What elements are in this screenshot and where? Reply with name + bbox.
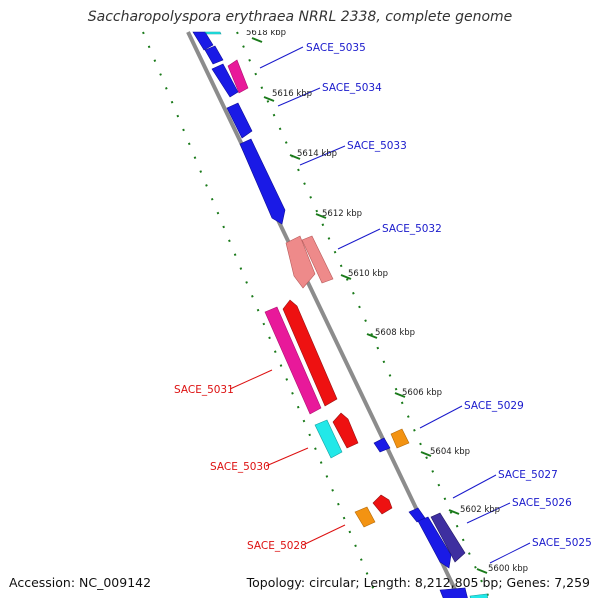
gene-feature-sace-5031-b[interactable] — [282, 299, 338, 407]
tick-label: 5618 kbp — [246, 28, 286, 38]
gene-feature-sace-5028[interactable] — [354, 506, 376, 528]
tick-mark — [420, 451, 432, 457]
gene-feature-sace-5026[interactable] — [430, 512, 466, 563]
topology-label: Topology: circular; Length: 8,212,805 bp… — [246, 575, 590, 590]
tick-label: 5606 kbp — [402, 388, 442, 398]
tick-mark — [366, 333, 378, 339]
tick-label: 5604 kbp — [430, 447, 470, 457]
leader-line — [302, 524, 346, 546]
tick-mark — [340, 274, 352, 280]
tick-mark — [251, 37, 263, 43]
gene-feature-sace-5031[interactable] — [264, 306, 322, 415]
tick-label: 5612 kbp — [322, 209, 362, 219]
leader-line — [277, 87, 321, 107]
leader-line — [419, 405, 463, 429]
gene-feature-cds-long[interactable] — [239, 138, 286, 225]
leader-line — [337, 228, 381, 250]
tick-mark — [476, 568, 488, 574]
gene-feature-cds[interactable] — [204, 45, 224, 65]
gene-label-sace-5025[interactable]: SACE_5025 — [532, 537, 592, 549]
gene-feature-cds[interactable] — [204, 31, 222, 35]
tick-mark — [315, 213, 327, 219]
gene-feature-sace-5025[interactable] — [417, 516, 452, 569]
gene-label-sace-5032[interactable]: SACE_5032 — [382, 223, 442, 235]
gene-feature-sace-5035[interactable] — [227, 59, 249, 94]
leader-line — [229, 369, 273, 390]
tick-label: 5602 kbp — [460, 505, 500, 515]
gene-label-sace-5029[interactable]: SACE_5029 — [464, 400, 524, 412]
tick-label: 5610 kbp — [348, 269, 388, 279]
tick-mark — [394, 392, 406, 398]
gene-label-sace-5026[interactable]: SACE_5026 — [512, 497, 572, 509]
gene-feature-cds[interactable] — [192, 31, 214, 51]
gene-label-sace-5031[interactable]: SACE_5031 — [174, 384, 234, 396]
gene-feature-cds[interactable] — [469, 593, 488, 600]
tick-mark — [289, 154, 301, 160]
tick-label: 5608 kbp — [375, 328, 415, 338]
gene-label-sace-5035[interactable]: SACE_5035 — [306, 42, 366, 54]
leader-line — [489, 542, 531, 564]
gene-feature-sace-5029[interactable] — [390, 428, 410, 449]
leader-line — [299, 145, 346, 166]
tick-label: 5614 kbp — [297, 149, 337, 159]
gene-feature-sace-5034[interactable] — [211, 63, 239, 98]
leader-line — [259, 46, 304, 69]
gene-label-sace-5027[interactable]: SACE_5027 — [498, 469, 558, 481]
leader-line — [265, 447, 309, 467]
genome-backbone — [186, 31, 462, 598]
outer-tick-rail — [142, 31, 379, 598]
tick-label: 5600 kbp — [488, 564, 528, 574]
gene-feature-sace-5028-b[interactable] — [372, 494, 393, 515]
gene-feature-sace-5033[interactable] — [226, 102, 253, 139]
gene-feature-sace-5030[interactable] — [314, 419, 343, 459]
gene-label-sace-5034[interactable]: SACE_5034 — [322, 82, 382, 94]
leader-line — [452, 474, 497, 499]
tick-mark — [448, 509, 460, 515]
gene-feature-sace-5030-b[interactable] — [332, 412, 359, 449]
gene-feature-cds[interactable] — [439, 587, 468, 600]
gene-feature-sace-5032[interactable] — [285, 235, 316, 289]
tick-mark — [263, 96, 275, 102]
tick-label: 5616 kbp — [272, 89, 312, 99]
accession-label: Accession: NC_009142 — [9, 575, 152, 590]
gene-feature-sace-5032-b[interactable] — [301, 235, 334, 284]
gene-label-sace-5028[interactable]: SACE_5028 — [247, 540, 307, 552]
leader-line — [466, 502, 511, 524]
gene-feature-cds[interactable] — [373, 437, 391, 453]
gene-label-sace-5030[interactable]: SACE_5030 — [210, 461, 270, 473]
map-title: Saccharopolyspora erythraea NRRL 2338, c… — [87, 9, 513, 25]
gene-label-sace-5033[interactable]: SACE_5033 — [347, 140, 407, 152]
